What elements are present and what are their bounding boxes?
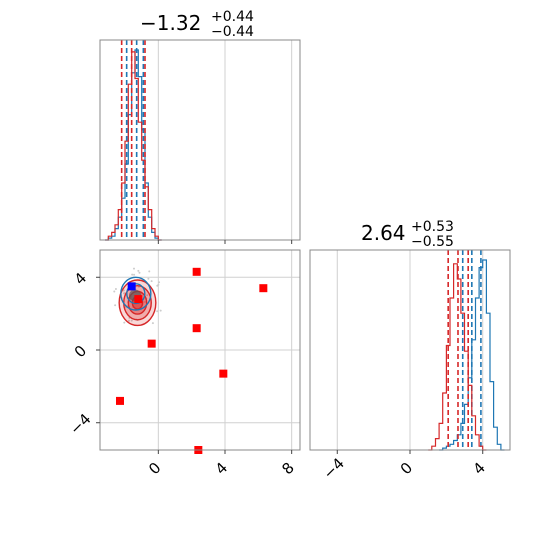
axes-frame xyxy=(99,39,301,241)
sample-point xyxy=(158,281,161,284)
sample-point xyxy=(138,271,141,274)
sample-point xyxy=(147,277,150,280)
sample-point xyxy=(151,322,154,325)
sample-point xyxy=(150,280,153,283)
sample-point xyxy=(143,300,146,303)
contour-blue xyxy=(120,276,152,311)
histogram-series-1 xyxy=(105,49,162,241)
joint-ytick-label: 4 xyxy=(71,269,90,288)
marginal-2-title-minus: −0.55 xyxy=(411,234,454,250)
marginal-2-xtick-label: 4 xyxy=(469,459,488,478)
sample-point xyxy=(113,290,116,293)
histogram-series-2 xyxy=(105,51,162,241)
sample-point xyxy=(127,319,130,322)
sample-point xyxy=(130,319,133,322)
marginal-2-xtick-label: −4 xyxy=(320,454,348,482)
histogram-series-2 xyxy=(428,263,487,451)
sample-point xyxy=(148,270,151,273)
sample-point xyxy=(137,269,140,272)
marginal-1-title: −1.32 +0.44 −0.44 xyxy=(140,9,254,40)
sample-point xyxy=(159,309,162,312)
marginal-1-title-value: −1.32 xyxy=(140,11,201,35)
marginal-2-xtick-label: 0 xyxy=(397,459,416,478)
joint-xtick-label: 4 xyxy=(212,459,231,478)
scatter-marker xyxy=(192,267,201,276)
marginal-1-panel xyxy=(99,39,301,244)
scatter-marker xyxy=(192,324,201,333)
scatter-marker xyxy=(116,396,124,405)
sample-point xyxy=(114,304,117,307)
scatter-marker xyxy=(134,295,143,304)
joint-xtick-label: 8 xyxy=(278,459,297,478)
marginal-2-title-value: 2.64 xyxy=(361,221,406,245)
joint-panel xyxy=(96,249,301,454)
scatter-marker xyxy=(259,284,268,293)
scatter-marker xyxy=(127,282,136,291)
sample-point xyxy=(122,289,125,292)
sample-point xyxy=(114,288,117,291)
marginal-1-title-minus: −0.44 xyxy=(211,24,254,40)
marginal-2-title: 2.64 +0.53 −0.55 xyxy=(361,219,454,250)
joint-ytick-label: 0 xyxy=(71,342,90,361)
marginal-2-panel xyxy=(309,249,511,454)
sample-point xyxy=(123,292,126,295)
joint-ytick-label: −4 xyxy=(66,410,94,438)
scatter-marker xyxy=(147,339,156,348)
marginal-1-title-plus: +0.44 xyxy=(211,9,254,25)
scatter-marker xyxy=(219,369,228,378)
sample-point xyxy=(146,294,149,297)
joint-xtick-label: 0 xyxy=(145,459,164,478)
sample-point xyxy=(123,321,126,324)
sample-point xyxy=(131,273,134,276)
sample-point xyxy=(133,273,136,276)
sample-point xyxy=(132,267,135,270)
sample-point xyxy=(157,283,160,286)
sample-point xyxy=(156,310,159,313)
marginal-2-title-plus: +0.53 xyxy=(411,219,454,235)
contour-blue xyxy=(126,283,146,305)
